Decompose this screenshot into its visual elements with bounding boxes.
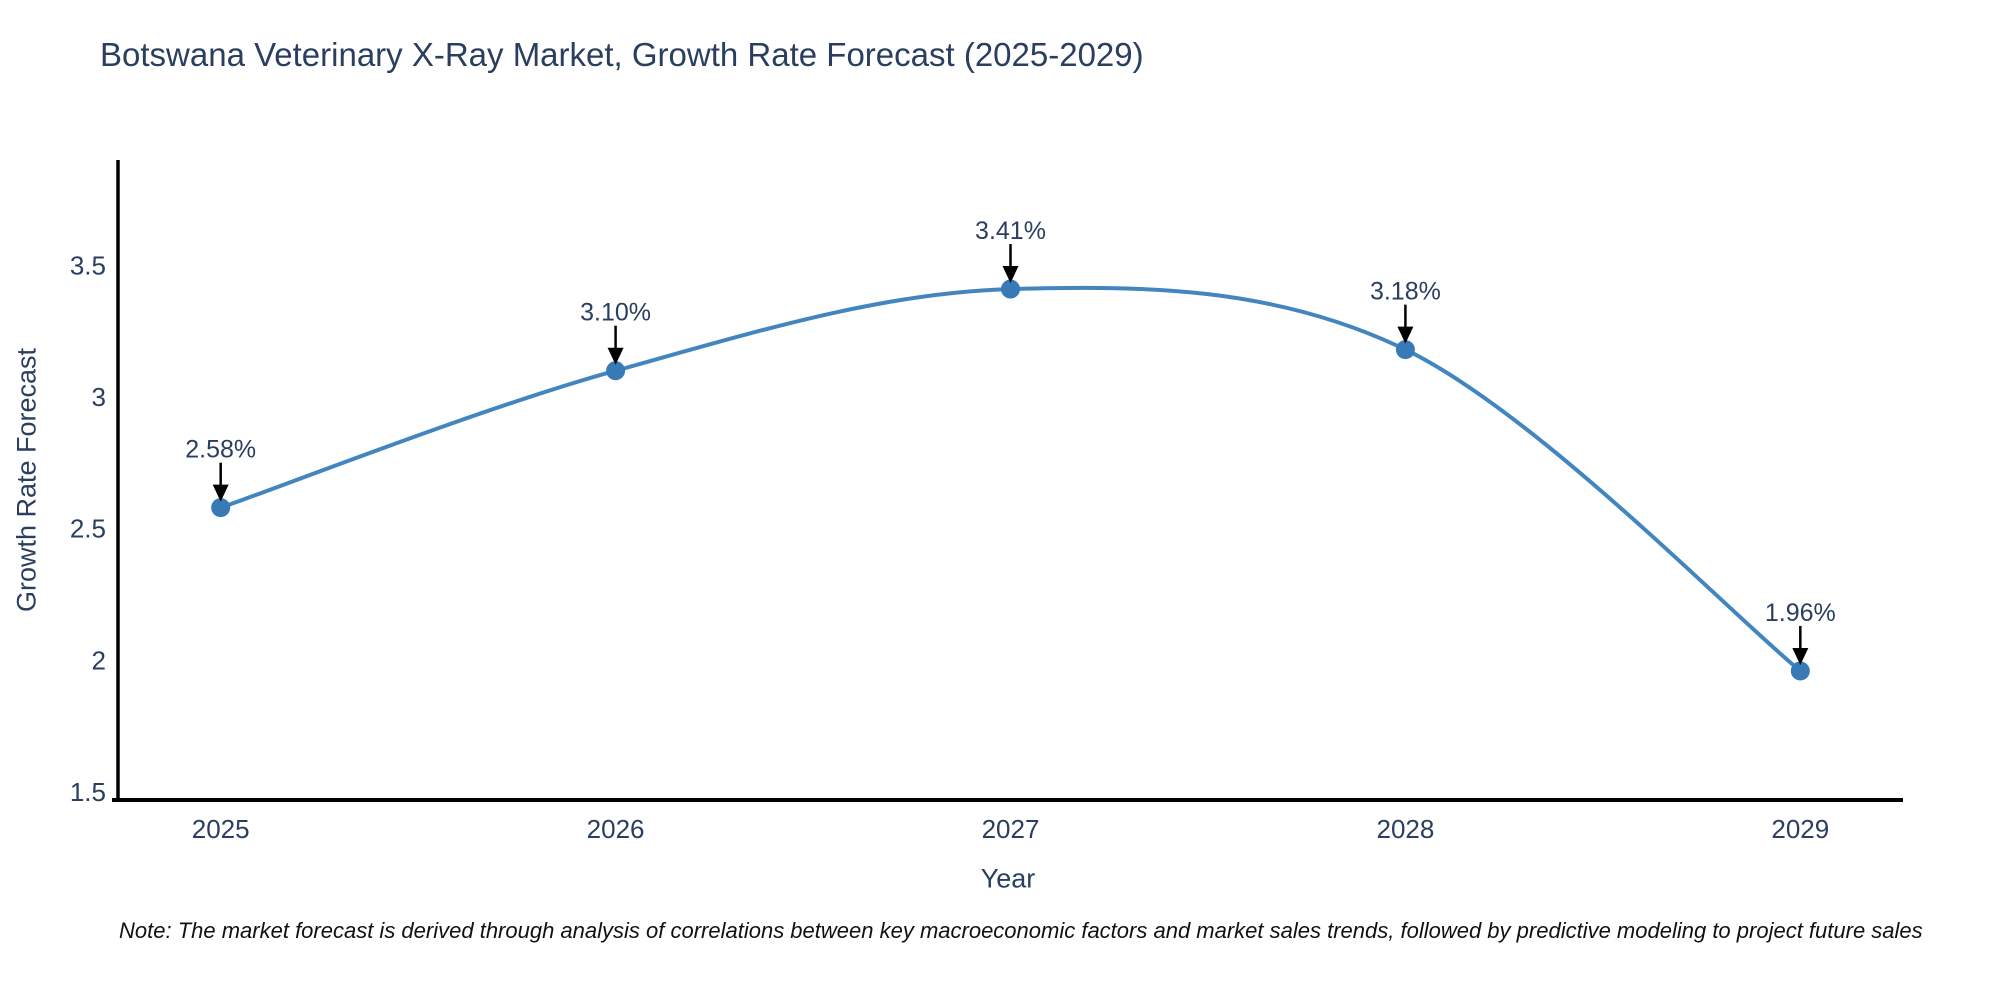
y-tick-label: 2.5 [70,514,106,544]
y-tick-label: 3.5 [70,250,106,280]
annotation-arrowhead [212,484,229,502]
annotation-arrowhead [1792,647,1809,665]
data-point-marker [1395,340,1415,360]
x-tick-label: 2026 [587,814,645,844]
annotation-arrowhead [607,347,624,365]
data-point-marker [211,498,231,518]
x-tick-label: 2025 [192,814,250,844]
y-tick-label: 1.5 [70,777,106,807]
y-axis-title: Growth Rate Forecast [11,347,42,613]
y-tick-label: 2 [92,645,106,675]
annotation-arrowhead [1397,326,1414,344]
chart-note: Note: The market forecast is derived thr… [119,918,1923,943]
data-point-marker [606,361,626,381]
chart-title: Botswana Veterinary X-Ray Market, Growth… [100,36,1144,73]
point-value-label: 1.96% [1765,599,1836,627]
x-tick-label: 2029 [1771,814,1829,844]
data-point-marker [1790,661,1810,681]
point-value-label: 3.18% [1370,278,1441,306]
x-tick-label: 2028 [1376,814,1434,844]
trend-line [220,285,1802,673]
point-value-label: 2.58% [185,436,256,464]
x-axis-title: Year [980,863,1036,894]
point-value-label: 3.10% [580,299,651,327]
annotation-arrowhead [1002,266,1019,284]
y-tick-label: 3 [92,382,106,412]
x-tick-label: 2027 [982,814,1040,844]
data-point-marker [1001,279,1020,299]
point-value-label: 3.41% [975,217,1046,245]
